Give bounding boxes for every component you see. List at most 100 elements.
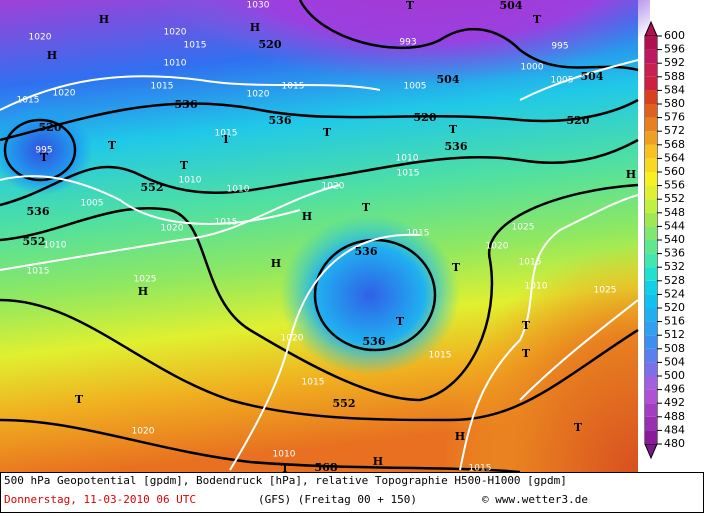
colorbar-segment [645, 308, 657, 322]
map-label: 1010 [164, 59, 187, 69]
map-label: H [302, 210, 312, 223]
map-label: T [362, 201, 371, 214]
map-label: 1015 [469, 464, 492, 474]
map-label: 536 [363, 335, 386, 348]
colorbar-label: 520 [664, 301, 685, 314]
colorbar-segment [645, 131, 657, 145]
colorbar-segment [645, 172, 657, 186]
map-label: 995 [551, 42, 568, 52]
map-label: T [180, 159, 189, 172]
map-label: 1020 [247, 90, 270, 100]
map-label: 504 [437, 73, 460, 86]
map-label: 1015 [282, 82, 305, 92]
map-label: 1010 [44, 241, 67, 251]
map-label: T [406, 0, 415, 12]
colorbar-segment [645, 158, 657, 172]
colorbar-label: 516 [664, 315, 685, 328]
map-label: 1020 [53, 89, 76, 99]
map-label: 1015 [151, 82, 174, 92]
map-label: 1015 [302, 378, 325, 388]
map-label: 1015 [17, 96, 40, 106]
colorbar-label: 492 [664, 396, 685, 409]
colorbar-label: 580 [664, 97, 685, 110]
colorbar-segment [645, 63, 657, 77]
colorbar-segment [645, 280, 657, 295]
map-label: 1025 [594, 286, 617, 296]
colorbar-label: 528 [664, 274, 685, 287]
colorbar-label: 512 [664, 328, 685, 341]
footer-description: 500 hPa Geopotential [gpdm], Bodendruck … [4, 474, 567, 487]
map-label: 504 [581, 70, 604, 83]
map-label: 1020 [486, 242, 509, 252]
map-label: 1000 [521, 63, 544, 73]
map-label: H [99, 13, 109, 26]
colorbar-label: 592 [664, 56, 685, 69]
map-label: 552 [333, 397, 356, 410]
map-label: 536 [27, 205, 50, 218]
map-label: T [108, 139, 117, 152]
map-label: 536 [269, 114, 292, 127]
colorbar-segment [645, 335, 657, 349]
colorbar-label: 568 [664, 138, 685, 151]
map-label: H [373, 455, 383, 468]
colorbar-label: 496 [664, 383, 685, 396]
colorbar-label: 480 [664, 437, 685, 450]
footer-run: (GFS) (Freitag 00 + 150) [258, 493, 417, 506]
map-label: 520 [567, 114, 590, 127]
map-label: 1020 [281, 334, 304, 344]
map-label: 536 [445, 140, 468, 153]
map-label: 1025 [134, 275, 157, 285]
colorbar-label: 564 [664, 151, 685, 164]
colorbar-segment [645, 144, 657, 159]
map-label: T [40, 151, 49, 164]
map-label: T [396, 315, 405, 328]
map-label: 1015 [184, 41, 207, 51]
colorbar-segment [645, 389, 657, 404]
map-label: 1010 [227, 185, 250, 195]
map-label: 552 [141, 181, 164, 194]
map-label: 1015 [27, 267, 50, 277]
map-label: T [452, 261, 461, 274]
colorbar-label: 584 [664, 83, 685, 96]
colorbar-label: 504 [664, 355, 685, 368]
map-label: 536 [175, 98, 198, 111]
colorbar-segment [645, 36, 657, 50]
map-label: T [222, 133, 231, 146]
map-label: 520 [39, 121, 62, 134]
colorbar-segment [645, 348, 657, 363]
map-label: 1020 [132, 427, 155, 437]
colorbar-segment [645, 212, 657, 227]
map-label: 1005 [81, 199, 104, 209]
map-label: T [323, 126, 332, 139]
colorbar-segment [645, 362, 657, 376]
map-label: H [138, 285, 148, 298]
map-label: 1020 [164, 28, 187, 38]
colorbar-label: 572 [664, 124, 685, 137]
map-label: 995 [35, 146, 52, 156]
map-label: 1015 [397, 169, 420, 179]
map-label: T [522, 347, 531, 360]
map-label: 993 [399, 38, 416, 48]
map-label: 1030 [247, 1, 270, 11]
colorbar-label: 524 [664, 287, 685, 300]
footer-credit: © www.wetter3.de [482, 493, 588, 506]
map-label: 1005 [551, 76, 574, 86]
map-label: T [574, 421, 583, 434]
colorbar-segment [645, 294, 657, 308]
footer-date: Donnerstag, 11-03-2010 06 UTC [4, 493, 196, 506]
map-label: 552 [23, 235, 46, 248]
map-label: H [47, 49, 57, 62]
map-label: T [449, 123, 458, 136]
colorbar-segment [645, 226, 657, 240]
map-label: 1015 [519, 258, 542, 268]
map-label: H [455, 430, 465, 443]
colorbar-segment [645, 199, 657, 213]
map-label: 1010 [273, 450, 296, 460]
colorbar-label: 596 [664, 43, 685, 56]
colorbar-segment [645, 376, 657, 390]
colorbar-label: 560 [664, 165, 685, 178]
map-label: H [271, 257, 281, 270]
colorbar-label: 600 [664, 29, 685, 42]
map-label: 1015 [429, 351, 452, 361]
map-label: 1010 [179, 176, 202, 186]
